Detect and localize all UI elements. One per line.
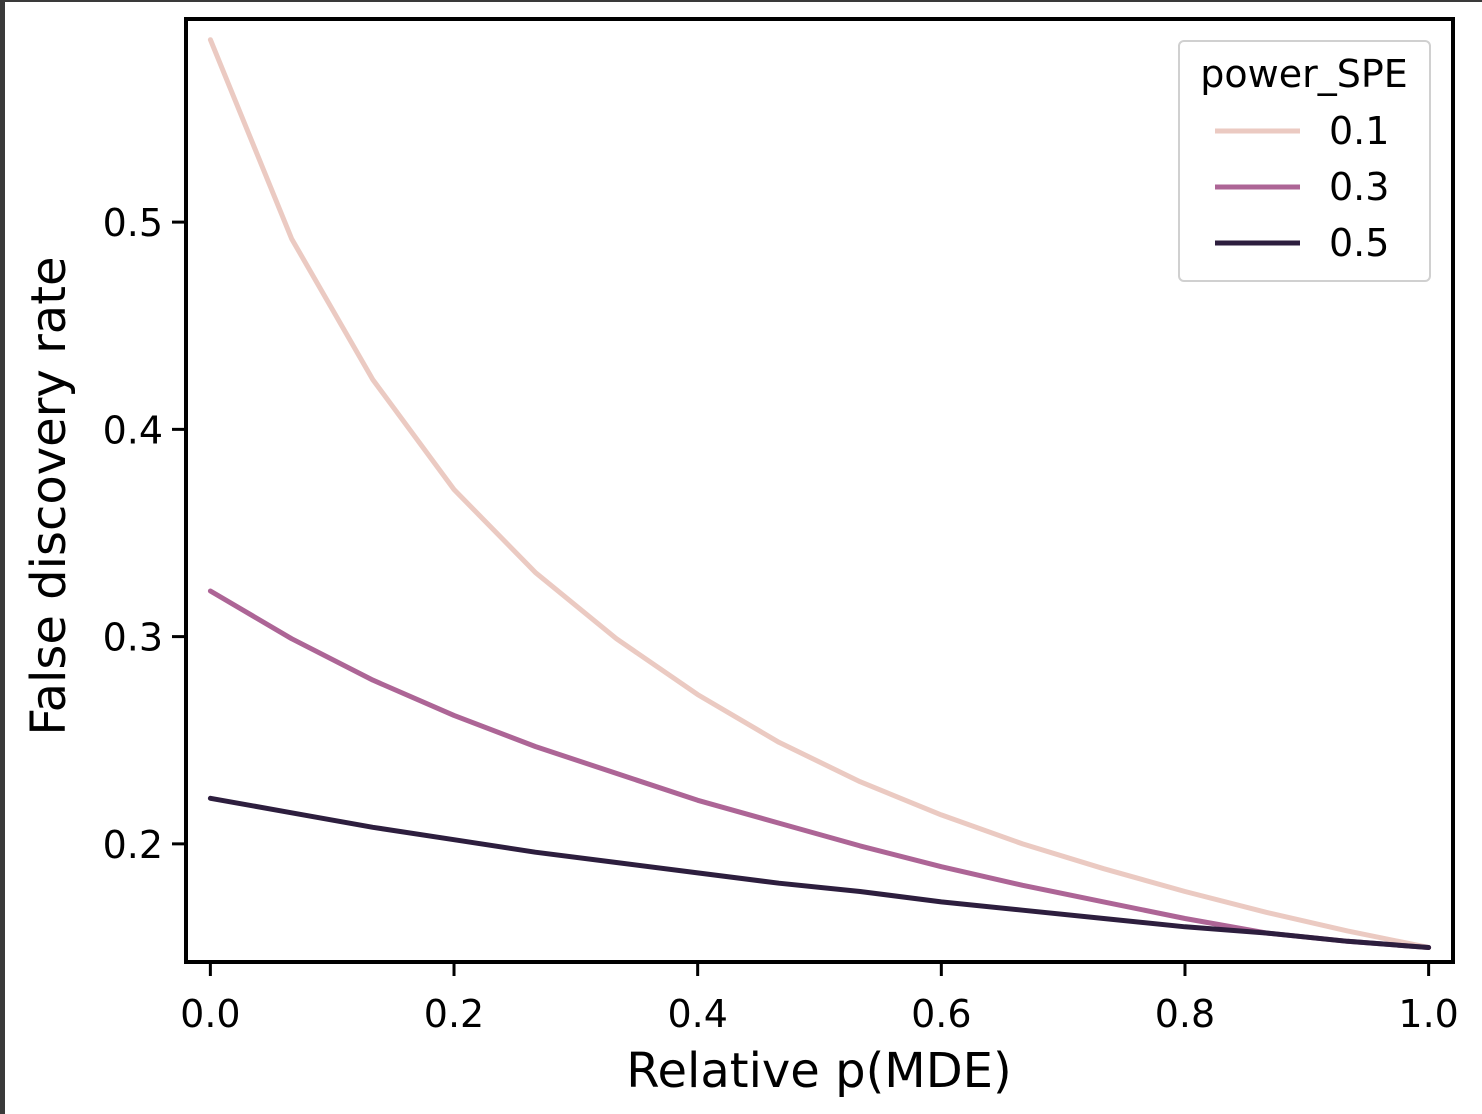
y-tick-label: 0.3 — [103, 616, 163, 660]
x-tick-label: 0.8 — [1155, 992, 1215, 1036]
legend-label-0: 0.1 — [1329, 109, 1389, 153]
series-line-0 — [207, 37, 1432, 950]
ticks-layer: 0.0 0.2 0.4 0.6 0.8 1.0 0.2 0.3 0.4 0.5 — [103, 201, 1459, 1036]
x-tick-label: 0.2 — [424, 992, 484, 1036]
legend-box — [1178, 40, 1431, 282]
y-tick-label: 0.5 — [103, 201, 163, 245]
y-tick-label: 0.2 — [103, 823, 163, 867]
y-axis-label: False discovery rate — [21, 256, 77, 735]
y-tick-label: 0.4 — [103, 408, 163, 452]
x-tick-label: 0.0 — [180, 992, 240, 1036]
series-line-1 — [207, 588, 1432, 950]
series-line-2 — [207, 795, 1432, 950]
legend-label-2: 0.5 — [1329, 221, 1389, 265]
x-tick-label: 0.6 — [911, 992, 971, 1036]
plot-frame — [184, 17, 1455, 964]
legend: power_SPE 0.1 0.3 0.5 — [1178, 40, 1431, 282]
legend-title: power_SPE — [1200, 52, 1408, 96]
figure-frame: 0.0 0.2 0.4 0.6 0.8 1.0 0.2 0.3 0.4 0.5 Relative … — [5, 2, 1482, 1114]
series-layer — [207, 37, 1432, 950]
x-axis-label: Relative p(MDE) — [626, 1043, 1011, 1099]
x-tick-label: 0.4 — [667, 992, 727, 1036]
legend-label-1: 0.3 — [1329, 165, 1389, 209]
legend-items: 0.1 0.3 0.5 — [1215, 109, 1389, 265]
x-tick-label: 1.0 — [1398, 992, 1458, 1036]
line-chart: 0.0 0.2 0.4 0.6 0.8 1.0 0.2 0.3 0.4 0.5 Relative … — [21, 17, 1459, 1099]
